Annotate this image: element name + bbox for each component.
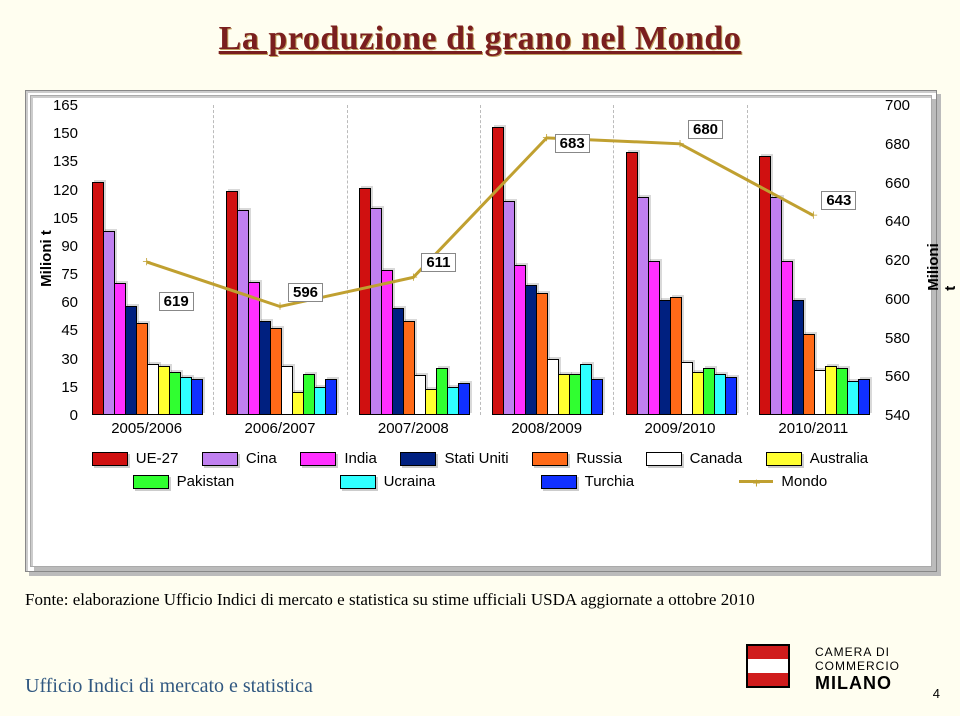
- chart-area: ++++++ 619596611683680643: [80, 105, 880, 435]
- left-tick: 90: [40, 238, 78, 255]
- legend-label: UE-27: [136, 450, 179, 467]
- mondo-data-label: 596: [288, 283, 323, 302]
- x-label: 2009/2010: [613, 420, 746, 437]
- legend-item: Canada: [646, 450, 743, 467]
- left-tick: 75: [40, 266, 78, 283]
- legend-label: Mondo: [781, 473, 827, 490]
- legend-swatch: [133, 475, 169, 489]
- legend-item: India: [300, 450, 377, 467]
- legend-swatch: [340, 475, 376, 489]
- bar-turchia: [325, 379, 337, 415]
- mondo-data-label: 619: [159, 292, 194, 311]
- legend: UE-27 Cina India Stati Uniti Russia Canada Aus…: [80, 450, 880, 496]
- legend-label: Ucraina: [384, 473, 436, 490]
- legend-swatch: [202, 452, 238, 466]
- legend-item: Australia: [766, 450, 868, 467]
- legend-item: Cina: [202, 450, 277, 467]
- mondo-data-label: 611: [421, 253, 455, 272]
- left-tick: 45: [40, 322, 78, 339]
- left-tick: 165: [40, 97, 78, 114]
- left-tick: 60: [40, 294, 78, 311]
- right-tick: 620: [885, 252, 923, 269]
- legend-item-mondo: + Mondo: [739, 473, 827, 490]
- right-axis-title: Milioni t: [925, 243, 959, 291]
- plot-area: [80, 105, 880, 415]
- right-tick: 580: [885, 330, 923, 347]
- legend-label: Australia: [810, 450, 868, 467]
- legend-swatch: [541, 475, 577, 489]
- x-label: 2007/2008: [347, 420, 480, 437]
- mondo-data-label: 683: [555, 134, 590, 153]
- x-label: 2010/2011: [747, 420, 880, 437]
- right-tick: 680: [885, 136, 923, 153]
- logo-line-2: COMMERCIO: [815, 659, 900, 673]
- legend-line-swatch: +: [739, 480, 773, 483]
- legend-label: Pakistan: [177, 473, 235, 490]
- legend-swatch: [646, 452, 682, 466]
- group-divider: [747, 105, 748, 415]
- left-tick: 150: [40, 125, 78, 142]
- legend-swatch: [532, 452, 568, 466]
- legend-swatch: [92, 452, 128, 466]
- page-title: La produzione di grano nel Mondo: [0, 0, 960, 58]
- right-tick: 700: [885, 97, 923, 114]
- mondo-data-label: 680: [688, 120, 723, 139]
- legend-label: India: [344, 450, 377, 467]
- right-tick: 660: [885, 175, 923, 192]
- bar-turchia: [858, 379, 870, 415]
- legend-item: Pakistan: [133, 473, 235, 490]
- bar-turchia: [458, 383, 470, 415]
- left-tick: 120: [40, 182, 78, 199]
- legend-swatch: [300, 452, 336, 466]
- left-tick: 15: [40, 379, 78, 396]
- legend-label: Russia: [576, 450, 622, 467]
- bar-turchia: [191, 379, 203, 415]
- right-tick: 600: [885, 291, 923, 308]
- left-tick: 0: [40, 407, 78, 424]
- left-tick: 105: [40, 210, 78, 227]
- left-tick: 30: [40, 351, 78, 368]
- legend-item: Stati Uniti: [400, 450, 508, 467]
- right-tick: 560: [885, 368, 923, 385]
- legend-item: Ucraina: [340, 473, 436, 490]
- footer-logo-icon: [746, 644, 790, 688]
- legend-label: Cina: [246, 450, 277, 467]
- group-divider: [213, 105, 214, 415]
- legend-swatch: [766, 452, 802, 466]
- legend-item: Russia: [532, 450, 622, 467]
- right-tick: 640: [885, 213, 923, 230]
- group-divider: [480, 105, 481, 415]
- source-note: Fonte: elaborazione Ufficio Indici di me…: [25, 590, 755, 610]
- legend-item: UE-27: [92, 450, 179, 467]
- legend-label: Stati Uniti: [444, 450, 508, 467]
- footer-office: Ufficio Indici di mercato e statistica: [25, 675, 313, 698]
- footer-logo-text: CAMERA DI COMMERCIO MILANO: [815, 645, 900, 694]
- x-label: 2008/2009: [480, 420, 613, 437]
- x-label: 2005/2006: [80, 420, 213, 437]
- legend-item: Turchia: [541, 473, 634, 490]
- group-divider: [613, 105, 614, 415]
- x-label: 2006/2007: [213, 420, 346, 437]
- group-divider: [347, 105, 348, 415]
- logo-line-1: CAMERA DI: [815, 645, 900, 659]
- bar-turchia: [725, 377, 737, 415]
- legend-label: Canada: [690, 450, 743, 467]
- logo-line-3: MILANO: [815, 673, 900, 694]
- right-tick: 540: [885, 407, 923, 424]
- x-axis-labels: 2005/20062006/20072007/20082008/20092009…: [80, 420, 880, 440]
- bar-turchia: [591, 379, 603, 415]
- left-tick: 135: [40, 153, 78, 170]
- legend-label: Turchia: [585, 473, 634, 490]
- legend-swatch: [400, 452, 436, 466]
- page-number: 4: [933, 686, 940, 701]
- mondo-data-label: 643: [821, 191, 856, 210]
